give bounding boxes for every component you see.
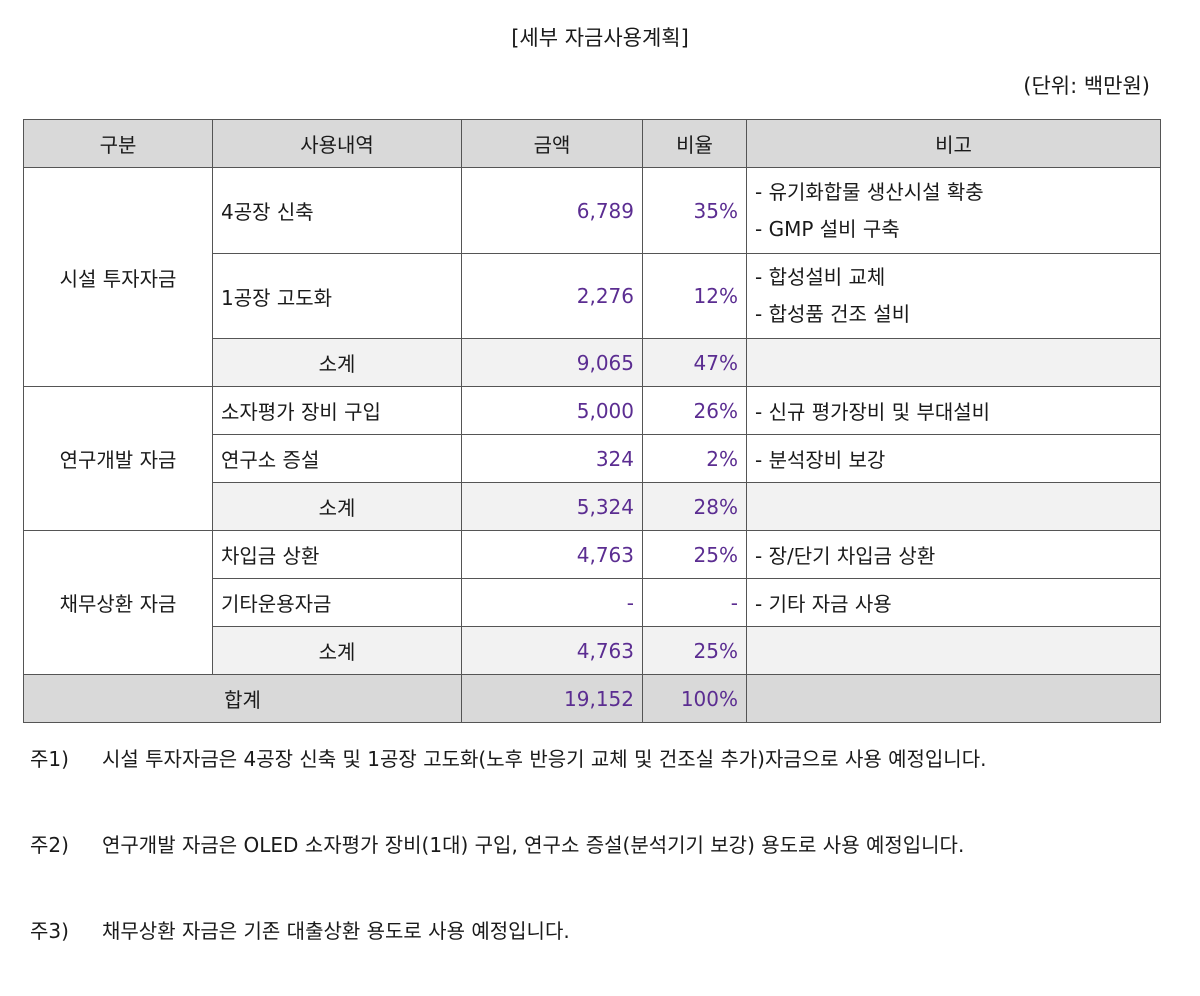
remarks-cell: - 신규 평가장비 및 부대설비	[746, 386, 1161, 435]
remark-line: - 유기화합물 생산시설 확충	[755, 179, 984, 204]
footnotes: 주1) 시설 투자자금은 4공장 신축 및 1공장 고도화(노후 반응기 교체 …	[30, 738, 986, 996]
remarks-cell: - 장/단기 차입금 상환	[746, 530, 1161, 579]
footnote: 주3) 채무상환 자금은 기존 대출상환 용도로 사용 예정입니다.	[30, 910, 986, 948]
table-row: 채무상환 자금 차입금 상환 4,763 25% - 장/단기 차입금 상환	[23, 530, 1161, 675]
amount-cell: 6,789	[461, 167, 643, 254]
total-ratio: 100%	[642, 674, 747, 723]
subtotal-amount: 4,763	[461, 626, 643, 675]
item-cell: 기타운용자금	[212, 578, 462, 627]
table-header-row: 구분 사용내역 금액 비율 비고	[23, 119, 1161, 168]
subtotal-row: 소계 5,324 28%	[24, 482, 1161, 531]
remark-line: - 장/단기 차입금 상환	[755, 544, 936, 568]
footnote-label: 주3)	[30, 918, 69, 943]
subtotal-remarks	[746, 626, 1161, 675]
subtotal-row: 소계 9,065 47%	[24, 338, 1161, 387]
subtotal-amount: 5,324	[461, 482, 643, 531]
remark-line: - 분석장비 보강	[755, 448, 886, 472]
total-label: 합계	[23, 674, 462, 723]
ratio-cell: 25%	[642, 530, 747, 579]
header-item: 사용내역	[212, 119, 462, 168]
ratio-cell: 35%	[642, 167, 747, 254]
remark-line: - 합성품 건조 설비	[755, 302, 911, 326]
fund-plan-table: 구분 사용내역 금액 비율 비고 시설 투자자금 4공장 신축 6,789 35…	[23, 119, 1161, 723]
remark-line: - 기타 자금 사용	[755, 592, 892, 616]
remarks-cell: - 분석장비 보강	[746, 434, 1161, 483]
subtotal-label: 소계	[212, 338, 462, 387]
subtotal-label: 소계	[212, 482, 462, 531]
footnote-text: 시설 투자자금은 4공장 신축 및 1공장 고도화(노후 반응기 교체 및 건조…	[102, 746, 987, 771]
amount-cell: 5,000	[461, 386, 643, 435]
item-cell: 차입금 상환	[212, 530, 462, 579]
subtotal-amount: 9,065	[461, 338, 643, 387]
remark-line: - 합성설비 교체	[755, 265, 886, 289]
remarks-cell: - 합성설비 교체 - 합성품 건조 설비	[746, 253, 1161, 339]
ratio-cell: 2%	[642, 434, 747, 483]
ratio-cell: 26%	[642, 386, 747, 435]
remarks-cell: - 기타 자금 사용	[746, 578, 1161, 627]
item-cell: 4공장 신축	[212, 167, 462, 254]
header-category: 구분	[23, 119, 213, 168]
amount-cell: 2,276	[461, 253, 643, 339]
footnote-label: 주2)	[30, 832, 69, 857]
subtotal-ratio: 28%	[642, 482, 747, 531]
header-ratio: 비율	[642, 119, 747, 168]
table-row: 시설 투자자금 4공장 신축 6,789 35% - 유기화합물 생산시설 확충…	[23, 167, 1161, 387]
header-amount: 금액	[461, 119, 643, 168]
total-amount: 19,152	[461, 674, 643, 723]
remark-line: - 신규 평가장비 및 부대설비	[755, 400, 991, 424]
table-row: 기타운용자금 - - - 기타 자금 사용	[24, 578, 1161, 627]
footnote: 주1) 시설 투자자금은 4공장 신축 및 1공장 고도화(노후 반응기 교체 …	[30, 738, 986, 776]
table-row: 연구개발 자금 소자평가 장비 구입 5,000 26% - 신규 평가장비 및…	[23, 386, 1161, 531]
document-title: [세부 자금사용계획]	[511, 26, 689, 50]
amount-cell: -	[461, 578, 643, 627]
item-cell: 연구소 증설	[212, 434, 462, 483]
category-cell: 연구개발 자금	[23, 386, 213, 531]
subtotal-ratio: 25%	[642, 626, 747, 675]
subtotal-label: 소계	[212, 626, 462, 675]
table-row: 연구소 증설 324 2% - 분석장비 보강	[24, 434, 1161, 483]
subtotal-remarks	[746, 482, 1161, 531]
subtotal-remarks	[746, 338, 1161, 387]
footnote-text: 채무상환 자금은 기존 대출상환 용도로 사용 예정입니다.	[102, 918, 570, 943]
subtotal-ratio: 47%	[642, 338, 747, 387]
unit-label: (단위: 백만원)	[1023, 74, 1150, 98]
ratio-cell: 12%	[642, 253, 747, 339]
footnote: 주2) 연구개발 자금은 OLED 소자평가 장비(1대) 구입, 연구소 증설…	[30, 824, 986, 862]
category-cell: 시설 투자자금	[23, 167, 213, 387]
total-row: 합계 19,152 100%	[23, 674, 1161, 723]
remark-line: - GMP 설비 구축	[755, 216, 900, 241]
footnote-label: 주1)	[30, 746, 69, 771]
amount-cell: 324	[461, 434, 643, 483]
footnote-text: 연구개발 자금은 OLED 소자평가 장비(1대) 구입, 연구소 증설(분석기…	[102, 832, 965, 857]
ratio-cell: -	[642, 578, 747, 627]
item-cell: 1공장 고도화	[212, 253, 462, 339]
remarks-cell: - 유기화합물 생산시설 확충 - GMP 설비 구축	[746, 167, 1161, 254]
item-cell: 소자평가 장비 구입	[212, 386, 462, 435]
subtotal-row: 소계 4,763 25%	[24, 626, 1161, 675]
category-cell: 채무상환 자금	[23, 530, 213, 675]
total-remarks	[746, 674, 1161, 723]
amount-cell: 4,763	[461, 530, 643, 579]
header-remarks: 비고	[746, 119, 1161, 168]
